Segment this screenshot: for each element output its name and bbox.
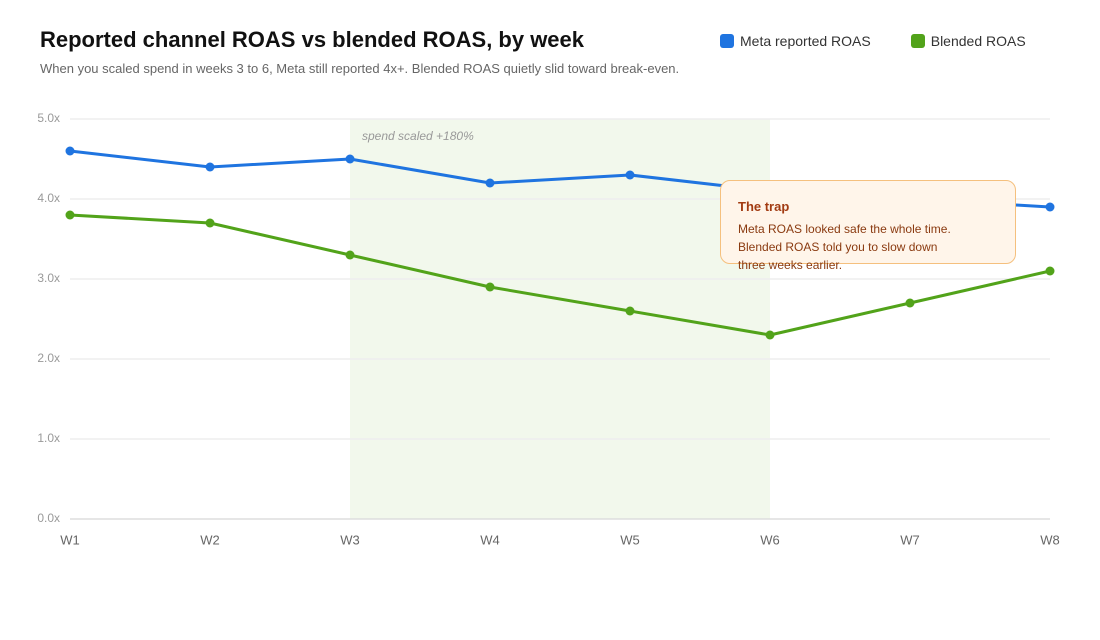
y-tick-label: 0.0x: [37, 511, 60, 525]
callout: The trap Meta ROAS looked safe the whole…: [720, 180, 1016, 272]
legend: Meta reported ROAS Blended ROAS: [720, 33, 1026, 49]
legend-item: Meta reported ROAS: [720, 33, 871, 49]
x-tick-label: W6: [760, 532, 780, 547]
legend-swatch: [910, 34, 925, 48]
data-point: [485, 282, 495, 292]
chart-subtitle: When you scaled spend in weeks 3 to 6, M…: [40, 61, 680, 76]
data-point: [65, 210, 75, 220]
y-tick-label: 5.0x: [37, 111, 60, 125]
callout-line: Blended ROAS told you to slow down: [738, 240, 938, 254]
callout-title: The trap: [738, 199, 790, 214]
highlight-label: spend scaled +180%: [362, 129, 474, 143]
data-point: [485, 178, 495, 188]
x-tick-label: W5: [620, 532, 640, 547]
x-tick-label: W1: [60, 532, 80, 547]
legend-label: Blended ROAS: [930, 33, 1026, 49]
data-point: [625, 170, 635, 180]
data-point: [625, 306, 635, 316]
data-point: [65, 146, 75, 156]
data-point: [205, 162, 215, 172]
data-point: [345, 154, 355, 164]
data-point: [205, 218, 215, 228]
y-tick-label: 4.0x: [37, 191, 60, 205]
legend-item: Blended ROAS: [910, 33, 1026, 49]
chart-title: Reported channel ROAS vs blended ROAS, b…: [40, 27, 585, 52]
x-tick-label: W8: [1040, 532, 1060, 547]
data-point: [1045, 266, 1055, 276]
y-tick-label: 2.0x: [37, 351, 60, 365]
x-tick-label: W7: [900, 532, 920, 547]
x-tick-label: W4: [480, 532, 500, 547]
callout-line: Meta ROAS looked safe the whole time.: [738, 222, 951, 236]
highlight-band: [350, 119, 770, 519]
callout-line: three weeks earlier.: [738, 258, 843, 272]
y-tick-label: 1.0x: [37, 431, 60, 445]
legend-swatch: [720, 34, 734, 48]
data-point: [345, 250, 355, 260]
y-tick-label: 3.0x: [37, 271, 60, 285]
series-line: [69, 213, 1051, 337]
data-point: [905, 298, 915, 308]
data-point: [1045, 202, 1055, 212]
data-point: [765, 330, 775, 340]
x-tick-label: W2: [200, 532, 220, 547]
legend-label: Meta reported ROAS: [740, 33, 871, 49]
x-tick-label: W3: [340, 532, 360, 547]
